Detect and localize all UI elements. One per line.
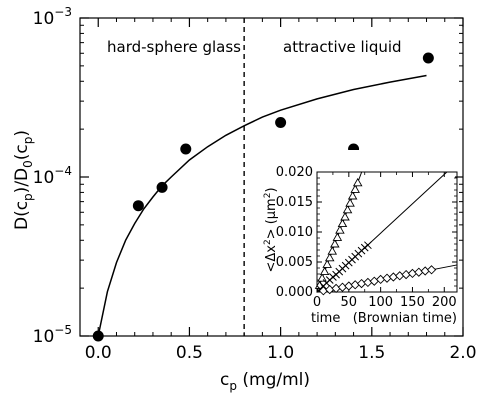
main-data-point: [92, 330, 104, 342]
annotation-hard-sphere-glass: hard-sphere glass: [107, 38, 241, 56]
main-data-point: [275, 117, 287, 129]
main-data-point: [156, 181, 168, 193]
inset-point-triangle: [347, 191, 358, 200]
main-data-point: [422, 52, 434, 64]
inset-x-tick-label: 0: [313, 295, 321, 310]
inset-y-tick-label: 0.020: [276, 165, 313, 180]
inset-point-triangle: [319, 266, 330, 276]
main-y-tick-labels: 10−5 10−4 10−3: [33, 5, 72, 347]
inset-point-triangle: [322, 259, 332, 268]
inset-point-triangle: [345, 198, 355, 207]
inset-y-tick-label: 0.010: [276, 225, 313, 240]
main-x-tick-label: 0.5: [176, 343, 203, 363]
inset-point-triangle: [327, 246, 338, 255]
main-y-tick-label: 10−5: [33, 323, 72, 347]
inset-point-triangle: [317, 273, 327, 282]
fit-curve: [97, 74, 427, 337]
main-data-point: [132, 200, 144, 212]
main-y-axis-label: D(cp)/D0(cp): [12, 130, 35, 230]
inset-point-triangle: [352, 177, 363, 187]
inset-point-cross: [364, 241, 372, 250]
inset-point-triangle: [350, 184, 360, 193]
main-x-tick-label: 2.0: [449, 343, 476, 363]
inset-x-tick-labels: 0 50 100 150 200: [313, 295, 457, 310]
main-y-tick-label: 10−3: [33, 5, 72, 29]
inset-x-tick-label: 50: [341, 295, 358, 310]
inset-x-tick-label: 150: [400, 295, 425, 310]
inset-point-triangle: [337, 218, 348, 228]
inset-x-tick-label: 100: [368, 295, 393, 310]
inset-y-tick-labels: 0.000 0.005 0.010 0.015 0.020: [276, 165, 313, 300]
annotation-attractive-liquid: attractive liquid: [283, 38, 402, 56]
inset-point-triangle: [332, 232, 343, 241]
inset-y-tick-label: 0.015: [276, 195, 313, 210]
main-x-tick-label: 1.0: [267, 343, 294, 363]
inset-point-cross: [329, 273, 337, 281]
main-x-tick-label: 1.5: [358, 343, 385, 363]
main-x-axis-label: cp (mg/ml): [220, 370, 310, 393]
main-y-tick-label: 10−4: [33, 164, 72, 188]
inset-y-axis-label: <Δx2> (μm2): [263, 187, 279, 272]
main-ticks: [80, 17, 464, 337]
inset-point-triangle: [324, 252, 335, 262]
inset-x-tick-label: 200: [432, 295, 457, 310]
main-data-point: [180, 143, 192, 155]
main-x-tick-labels: 0.0 0.5 1.0 1.5 2.0: [85, 343, 477, 363]
inset-point-triangle: [342, 204, 353, 214]
inset-y-tick-label: 0.000: [276, 285, 313, 300]
main-x-tick-label: 0.0: [85, 343, 112, 363]
inset-x-axis-label: time (Brownian time): [311, 311, 457, 326]
inset-point-triangle: [335, 225, 345, 234]
inset-data-points: [314, 177, 437, 296]
inset-point-cross: [360, 243, 369, 252]
inset-y-tick-label: 0.005: [276, 255, 313, 270]
inset-point-triangle: [340, 212, 350, 221]
inset-point-diamond: [426, 265, 437, 275]
inset-point-triangle: [330, 239, 340, 248]
